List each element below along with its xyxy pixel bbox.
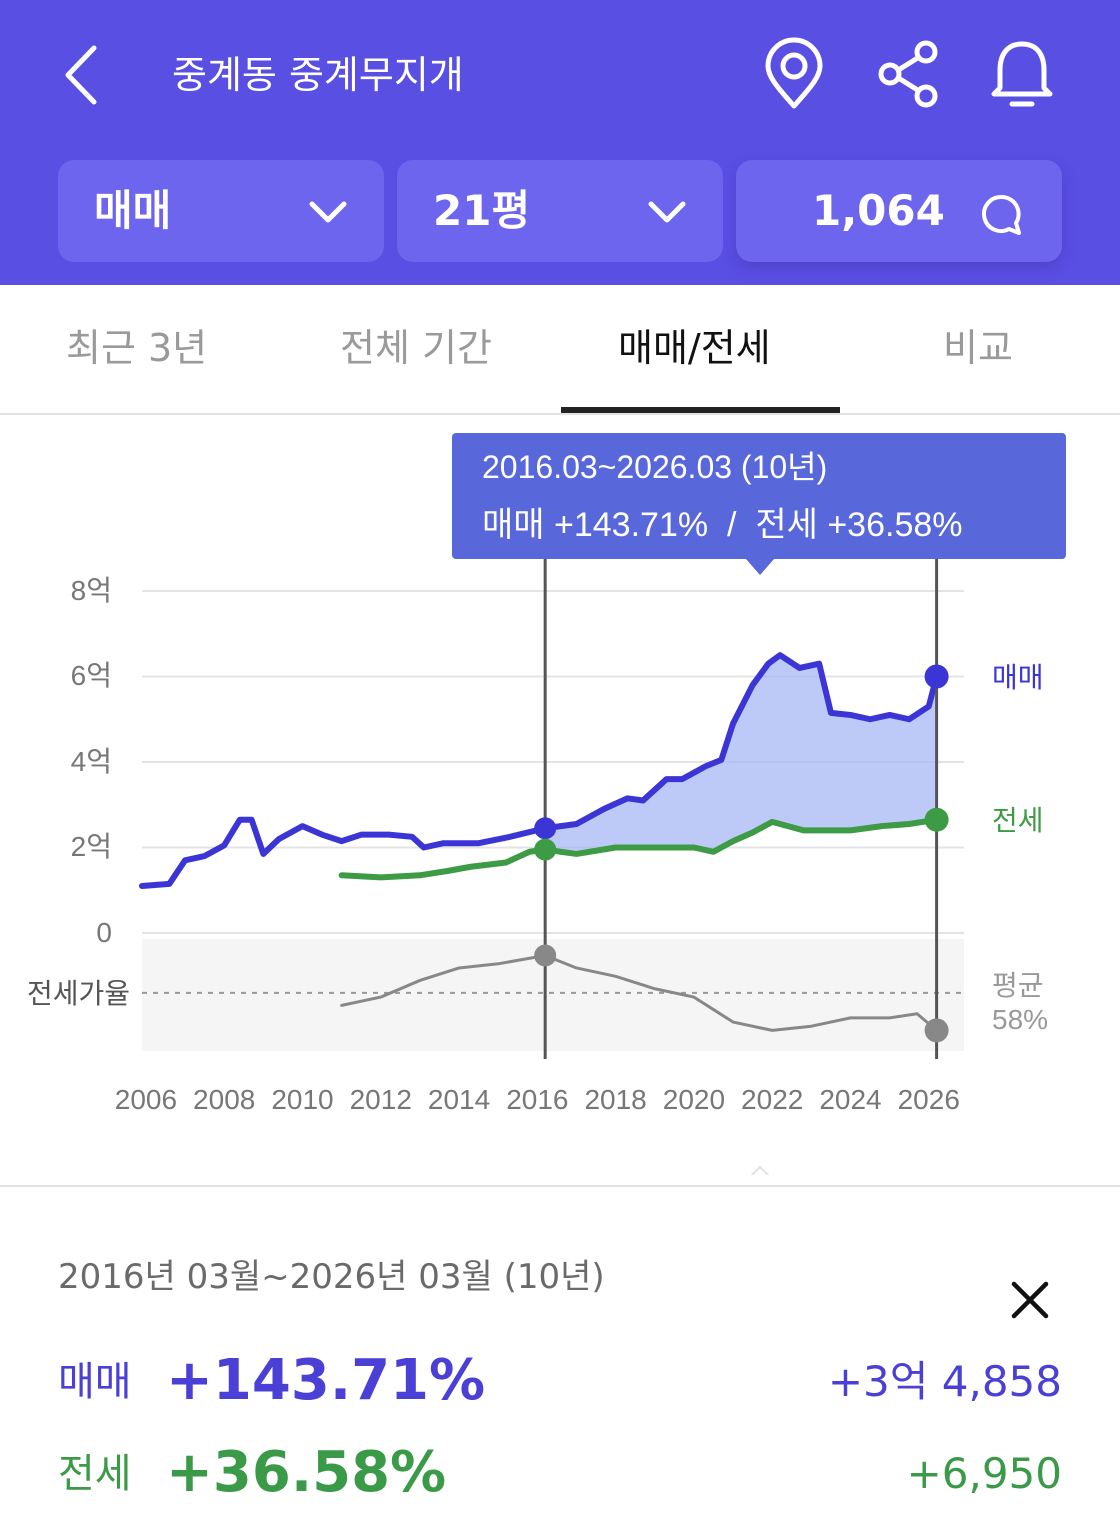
jeonse-summary-label: 전세 xyxy=(58,1451,132,1497)
bell-icon[interactable] xyxy=(984,36,1060,112)
jeonse-series-line xyxy=(338,816,940,881)
comments-button[interactable]: 1,064 xyxy=(736,160,1062,262)
area-select[interactable]: 21평 xyxy=(397,160,723,262)
page-title: 중계동 중계무지개 xyxy=(172,53,464,97)
tooltip-pointer xyxy=(746,559,774,575)
summary-pointer xyxy=(739,1165,781,1186)
price-chart-svg[interactable]: 8억 6억 4억 2억 0 전세가율 매매 전세 평균 58% 2006 2008… xyxy=(0,415,1120,1186)
ratio-end-point xyxy=(924,1018,949,1043)
summary-range: 2016년 03월~2026년 03월 (10년) xyxy=(58,1257,605,1297)
location-pin-icon[interactable] xyxy=(756,36,832,112)
x-tick-label: 2008 xyxy=(193,1084,255,1115)
y-tick-label: 0 xyxy=(96,917,112,948)
sale-summary-label: 매매 xyxy=(58,1359,132,1405)
section-divider xyxy=(0,1185,1120,1187)
speech-bubble-icon xyxy=(982,194,1021,235)
ratio-axis-label: 전세가율 xyxy=(27,978,130,1009)
jeonse-series-label: 전세 xyxy=(992,805,1044,836)
sale-series-line xyxy=(139,652,940,889)
comment-count: 1,064 xyxy=(812,186,945,235)
x-tick-label: 2006 xyxy=(115,1084,177,1115)
price-chart[interactable]: 8억 6억 4억 2억 0 전세가율 매매 전세 평균 58% 2006 2008… xyxy=(0,415,1120,1186)
x-tick-label: 2010 xyxy=(271,1084,333,1115)
share-icon[interactable] xyxy=(870,36,946,112)
tab-bar: 최근 3년 전체 기간 매매/전세 비교 xyxy=(0,285,1120,415)
deal-type-value: 매매 xyxy=(94,186,172,235)
chevron-down-icon xyxy=(309,201,347,223)
tooltip-range: 2016.03~2026.03 (10년) xyxy=(482,449,827,485)
sale-series-label: 매매 xyxy=(992,662,1044,693)
jeonse-summary-row: 전세 +36.58% +6,950 xyxy=(58,1438,1062,1508)
sale-end-point xyxy=(924,664,949,689)
chevron-left-icon[interactable] xyxy=(58,42,104,108)
app-header: 중계동 중계무지개 매매 21평 1,064 xyxy=(0,0,1120,285)
sale-summary-percent: +143.71% xyxy=(166,1348,486,1413)
sale-summary-amount: +3억 4,858 xyxy=(827,1357,1062,1406)
y-tick-label: 4억 xyxy=(71,746,112,777)
average-label: 평균 xyxy=(992,970,1044,1001)
ratio-series-line xyxy=(340,953,939,1032)
deal-type-select[interactable]: 매매 xyxy=(58,160,384,262)
x-tick-label: 2016 xyxy=(506,1084,568,1115)
y-tick-label: 8억 xyxy=(71,575,112,606)
close-icon[interactable] xyxy=(1006,1276,1054,1324)
tab-recent-3y[interactable]: 최근 3년 xyxy=(66,326,208,370)
ratio-start-point xyxy=(534,944,557,967)
tooltip-change: 매매 +143.71% / 전세 +36.58% xyxy=(482,506,963,544)
tooltip-box xyxy=(452,433,1066,559)
jeonse-summary-percent: +36.58% xyxy=(166,1440,447,1505)
tab-sale-jeonse[interactable]: 매매/전세 xyxy=(618,326,771,370)
x-tick-label: 2014 xyxy=(428,1084,490,1115)
tab-compare[interactable]: 비교 xyxy=(943,326,1013,370)
average-value: 58% xyxy=(992,1004,1048,1035)
jeonse-end-point xyxy=(924,807,949,832)
tab-all-period[interactable]: 전체 기간 xyxy=(340,326,492,370)
y-tick-label: 2억 xyxy=(71,831,112,862)
x-tick-label: 2022 xyxy=(741,1084,803,1115)
jeonse-summary-amount: +6,950 xyxy=(906,1449,1062,1498)
active-tab-indicator xyxy=(561,407,840,413)
jeonse-start-point xyxy=(534,838,557,861)
x-tick-label: 2026 xyxy=(898,1084,960,1115)
x-tick-label: 2018 xyxy=(584,1084,646,1115)
sale-jeonse-gap-fill xyxy=(545,655,937,854)
sale-start-point xyxy=(534,817,557,840)
range-tooltip: 2016.03~2026.03 (10년) 매매 +143.71% / 전세 +… xyxy=(452,433,1066,575)
chevron-down-icon xyxy=(648,201,686,223)
x-tick-label: 2012 xyxy=(350,1084,412,1115)
area-value: 21평 xyxy=(433,186,531,235)
sale-summary-row: 매매 +143.71% +3억 4,858 xyxy=(58,1346,1062,1416)
x-tick-label: 2024 xyxy=(819,1084,881,1115)
y-tick-label: 6억 xyxy=(71,660,112,691)
x-tick-label: 2020 xyxy=(663,1084,725,1115)
